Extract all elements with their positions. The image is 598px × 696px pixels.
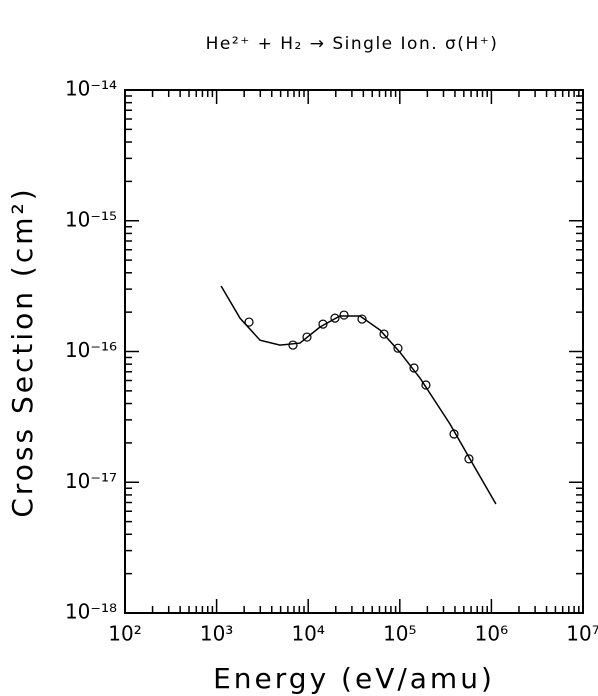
- y-tick-label: 10⁻¹⁵: [65, 207, 117, 231]
- y-tick-label: 10⁻¹⁴: [65, 77, 117, 101]
- data-point: [330, 313, 340, 323]
- data-point: [357, 314, 367, 324]
- data-point: [302, 332, 312, 342]
- x-tick-label: 10⁶: [475, 622, 508, 646]
- data-point: [288, 340, 298, 350]
- y-tick-label: 10⁻¹⁷: [65, 469, 117, 493]
- chart-title: He²⁺ + H₂ → Single Ion. σ(H⁺): [206, 34, 499, 54]
- data-point: [464, 454, 474, 464]
- data-point: [409, 363, 419, 373]
- data-point: [244, 317, 254, 327]
- x-tick-label: 10²: [108, 622, 141, 646]
- x-tick-label: 10⁷: [566, 622, 598, 646]
- fit-line: [220, 285, 497, 505]
- y-tick-label: 10⁻¹⁶: [65, 338, 117, 362]
- data-point: [379, 329, 389, 339]
- y-axis-label: Cross Section (cm²): [6, 186, 39, 517]
- data-point: [393, 343, 403, 353]
- x-tick-label: 10³: [200, 622, 233, 646]
- x-tick-label: 10⁵: [383, 622, 416, 646]
- data-point: [318, 319, 328, 329]
- x-tick-label: 10⁴: [291, 622, 324, 646]
- plot-frame: [124, 89, 584, 614]
- data-point: [421, 380, 431, 390]
- data-point: [339, 310, 349, 320]
- y-tick-label: 10⁻¹⁸: [65, 600, 117, 624]
- x-axis-label: Energy (eV/amu): [213, 662, 495, 695]
